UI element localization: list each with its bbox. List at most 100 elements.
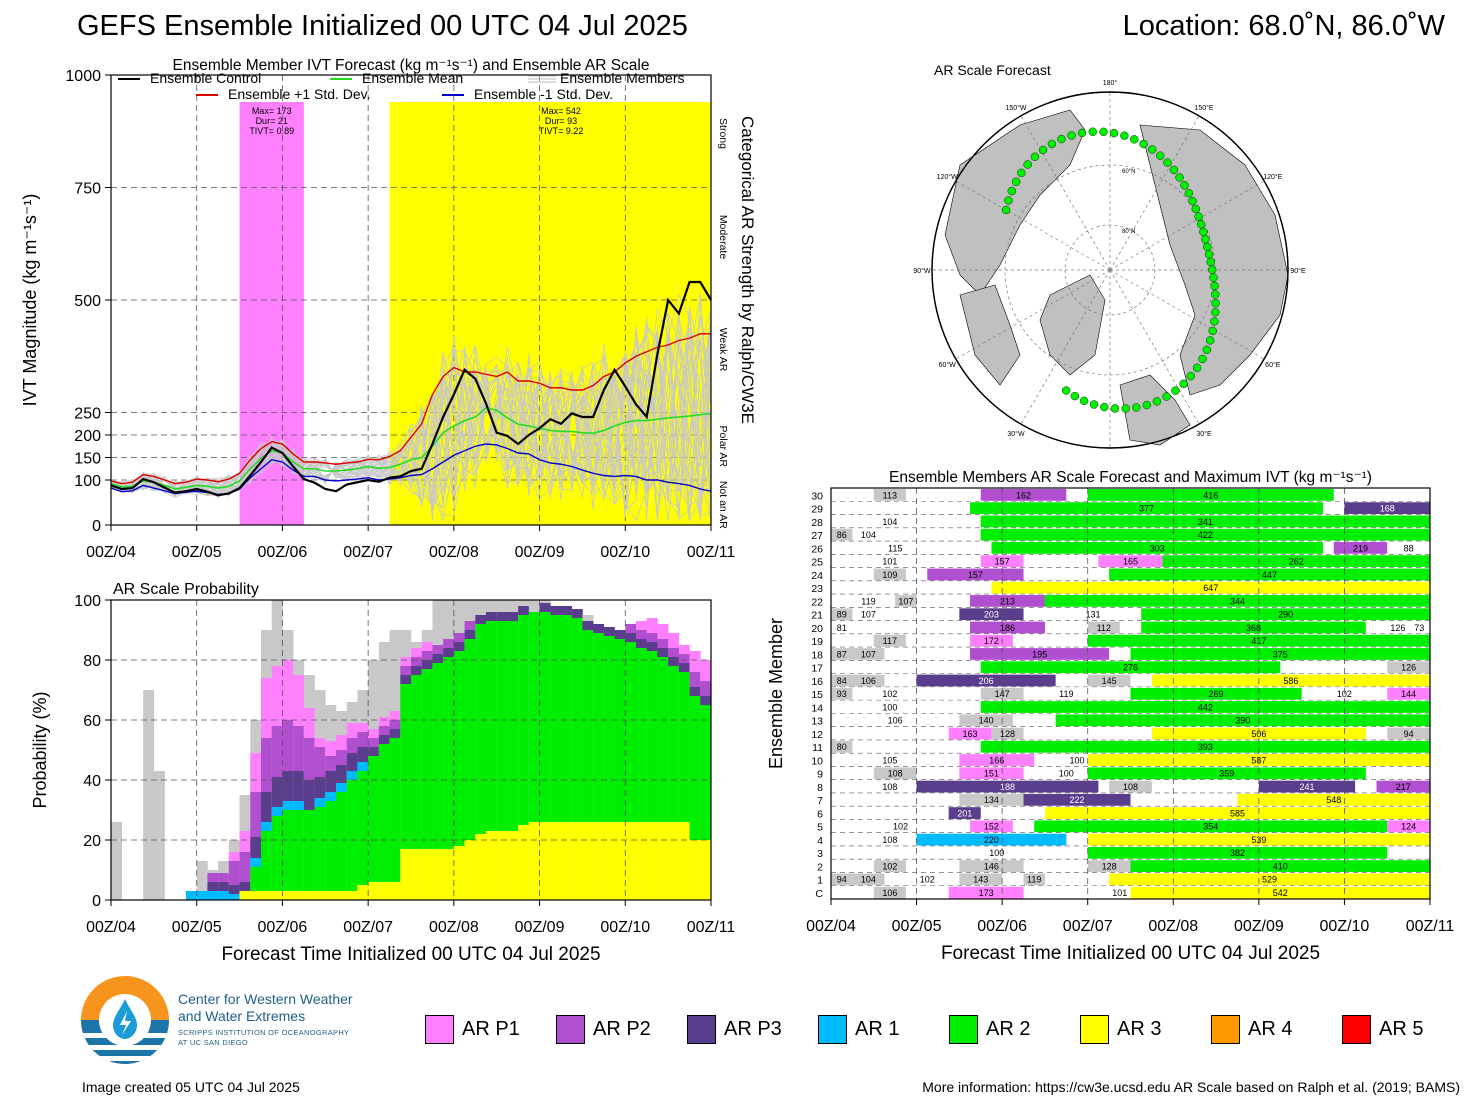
category-label: Not an AR xyxy=(717,481,729,529)
member-ar-segment xyxy=(852,648,885,660)
arp3-prob-bar xyxy=(561,606,573,615)
arp1-prob-bar xyxy=(239,831,251,852)
arp3-prob-bar xyxy=(368,747,380,756)
member-max-ivt-label: 165 xyxy=(1123,557,1138,567)
ar3-prob-bar xyxy=(357,885,369,900)
arp1-prob-bar xyxy=(646,618,658,633)
member-ar-segment xyxy=(831,740,853,753)
x-tick-label: 00Z/07 xyxy=(1063,918,1113,935)
arp3-prob-bar xyxy=(678,663,690,672)
x-tick-label: 00Z/11 xyxy=(687,544,736,561)
member-ar-segment xyxy=(1023,873,1045,886)
ar2-prob-bar xyxy=(582,630,594,822)
member-max-ivt-label: 80 xyxy=(837,742,847,752)
event-info-text: TIVT= 9.22 xyxy=(539,126,584,136)
member-ar-segment xyxy=(873,860,906,872)
arp2-prob-bar xyxy=(700,681,712,696)
member-max-ivt-label: 219 xyxy=(1353,543,1368,553)
arp3-prob-bar xyxy=(486,612,498,621)
legend-item: AR 3 xyxy=(1080,1014,1161,1044)
member-ar-segment xyxy=(831,873,853,886)
ar2-prob-bar xyxy=(486,621,498,831)
y-tick-label: 150 xyxy=(74,451,101,468)
water-drop-icon xyxy=(81,976,169,1064)
member-max-ivt-label: 290 xyxy=(1278,610,1293,620)
member-max-ivt-label: 87 xyxy=(837,649,847,659)
plot-frame xyxy=(830,487,1431,900)
location-label: Location: 68.0˚N, 86.0˚W xyxy=(1122,10,1445,42)
ar3-prob-bar xyxy=(453,846,465,900)
arp3-prob-bar xyxy=(261,792,273,822)
ar1-prob-bar xyxy=(357,762,369,771)
member-ar-segment xyxy=(1055,714,1430,727)
y-tick-label: 250 xyxy=(74,406,101,423)
x-tick-label: 00Z/10 xyxy=(600,919,650,936)
longitude-label: 180° xyxy=(1103,79,1118,87)
ensemble-ar-marker xyxy=(1148,145,1157,154)
ar1-prob-bar xyxy=(346,771,358,780)
y-tick-label: 100 xyxy=(74,593,101,610)
ar2-prob-bar xyxy=(475,624,487,834)
arp3-prob-bar xyxy=(378,735,390,744)
ar2-prob-bar xyxy=(303,810,315,891)
x-tick-label: 00Z/11 xyxy=(687,919,736,936)
event-info-text: Dur= 93 xyxy=(545,116,577,126)
event-info-text: Max= 542 xyxy=(541,106,581,116)
ar3-prob-bar xyxy=(625,822,637,900)
member-line xyxy=(110,312,712,521)
y-tick-label: 0 xyxy=(92,893,101,910)
arp3-prob-bar xyxy=(357,747,369,762)
arp2-prob-bar xyxy=(657,639,669,648)
x-tick-label: 00Z/06 xyxy=(258,919,308,936)
member-max-ivt-label: 447 xyxy=(1262,570,1277,580)
legend-label: AR P2 xyxy=(593,1017,651,1040)
member-ar-segment xyxy=(831,687,853,700)
arp3-prob-bar xyxy=(625,633,637,642)
member-ar-segment xyxy=(873,886,906,899)
ensemble-ar-marker xyxy=(1070,391,1080,401)
ensemble-ar-marker xyxy=(1100,402,1109,412)
member-max-ivt-label: 206 xyxy=(979,676,994,686)
member-ar-segment xyxy=(1258,780,1356,793)
member-ar-segment xyxy=(948,727,992,740)
arp3-prob-bar xyxy=(207,882,219,891)
member-ar-segment xyxy=(948,807,981,819)
ar1-prob-bar xyxy=(250,858,262,867)
member-max-ivt-label: 186 xyxy=(1000,623,1015,633)
arp3-prob-bar xyxy=(314,777,326,798)
legend-item: AR 4 xyxy=(1211,1014,1292,1044)
member-max-ivt-label: 107 xyxy=(861,649,876,659)
ar2-prob-bar xyxy=(528,612,540,822)
member-max-ivt-label: 217 xyxy=(1396,782,1411,792)
x-tick-label: 00Z/06 xyxy=(258,544,308,561)
member-max-ivt-label: 119 xyxy=(1059,689,1073,699)
legend-label: Ensemble Members xyxy=(560,70,685,86)
arp1-prob-bar xyxy=(261,678,273,738)
ensemble-ar-marker xyxy=(1132,403,1141,412)
legend-item: AR P2 xyxy=(556,1014,651,1044)
legend-swatch xyxy=(1211,1014,1240,1044)
arp3-prob-bar xyxy=(218,882,230,891)
arp1-prob-bar xyxy=(314,738,326,747)
member-ar-segment xyxy=(980,701,1430,713)
y-tick-label: 100 xyxy=(74,473,101,490)
ensemble-ar-marker xyxy=(1152,397,1162,406)
arp3-prob-bar xyxy=(443,648,455,657)
arp2-prob-bar xyxy=(303,738,315,780)
ar2-prob-bar xyxy=(496,621,508,831)
legend-label: AR 1 xyxy=(855,1017,900,1040)
member-label: 29 xyxy=(811,504,823,516)
arp2-prob-bar xyxy=(346,738,358,753)
arp3-prob-bar xyxy=(475,615,487,624)
ensemble-ar-marker xyxy=(1196,220,1206,229)
arp2-prob-bar xyxy=(314,747,326,777)
arp3-prob-bar xyxy=(346,753,358,771)
member-label: 21 xyxy=(811,610,823,622)
legend-swatch xyxy=(556,1014,585,1044)
legend-swatch xyxy=(425,1014,454,1044)
ar1-prob-bar xyxy=(282,801,294,810)
member-ar-segment xyxy=(852,873,885,886)
arp2-prob-bar xyxy=(636,630,648,639)
arp1-prob-bar xyxy=(325,741,337,756)
member-ar-segment xyxy=(980,528,1430,541)
